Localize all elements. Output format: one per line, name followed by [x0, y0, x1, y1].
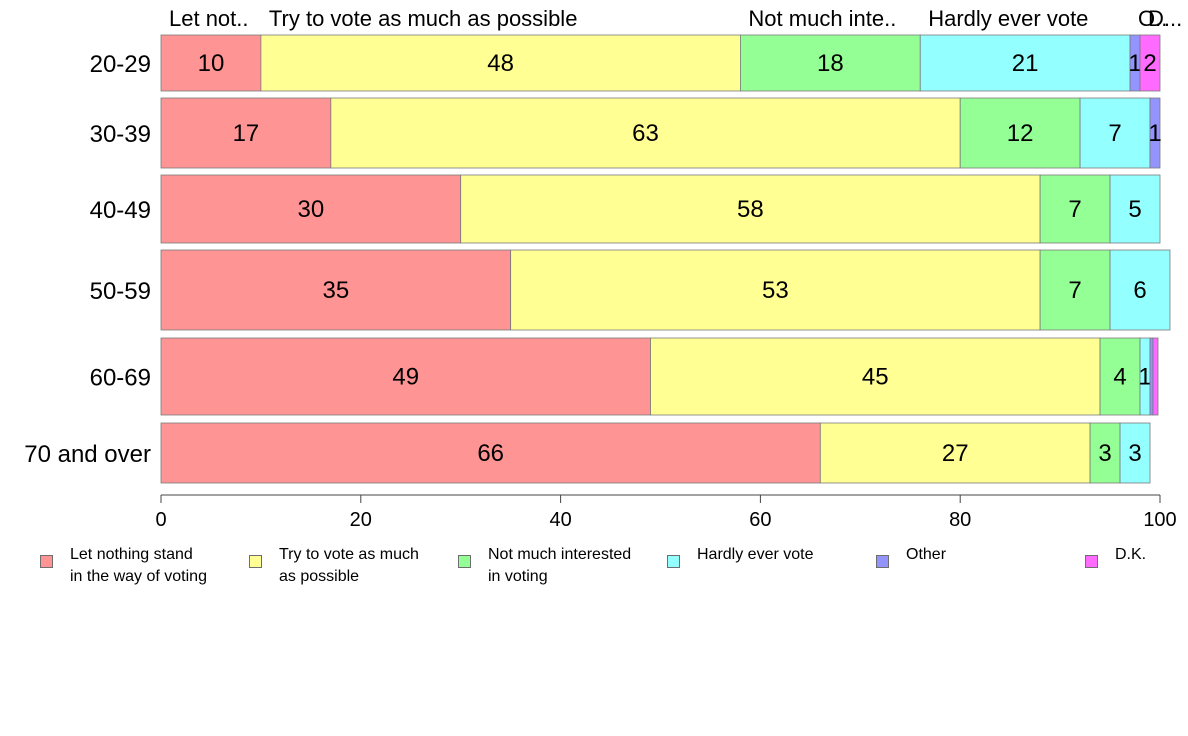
legend-item-let-nothing-stand-in-the-way-of-voting: Let nothing stand in the way of voting [40, 544, 207, 588]
legend-swatch-let-nothing-stand-in-the-way-of-voting [40, 555, 53, 568]
category-label-60-69: 60-69 [90, 365, 151, 392]
data-label-30-39-hardly-ever-vote: 7 [1108, 120, 1121, 147]
data-label-60-69-try-to-vote-as-much-as-possible: 45 [862, 364, 889, 391]
bar-50-59-hardly-ever-vote [1109, 249, 1171, 331]
data-label-20-29-d-k: 2 [1143, 50, 1156, 77]
legend: Let nothing stand in the way of voting Tr… [40, 544, 1180, 592]
bar-50-59-let-nothing-stand-in-the-way-of-voting [160, 249, 512, 331]
bar-60-69-other [1149, 337, 1154, 416]
series-header-not-much-interested-in-voting: Not much inte.. [748, 6, 896, 31]
bar-50-59-try-to-vote-as-much-as-possible [510, 249, 1041, 331]
bar-70-and-over-hardly-ever-vote [1119, 422, 1151, 484]
series-header-labels: Let not.. Try to vote as much as possible… [169, 6, 1182, 31]
data-label-70-and-over-let-nothing-stand-in-the-way-of-voting: 66 [477, 440, 504, 467]
data-label-40-49-hardly-ever-vote: 5 [1128, 196, 1141, 223]
bar-50-59-not-much-interested-in-voting [1039, 249, 1111, 331]
bar-20-29-hardly-ever-vote [919, 34, 1131, 92]
data-label-20-29-not-much-interested-in-voting: 18 [817, 50, 844, 77]
legend-swatch-not-much-interested-in-voting [458, 555, 471, 568]
data-label-40-49-not-much-interested-in-voting: 7 [1068, 196, 1081, 223]
data-label-30-39-other: 1 [1148, 120, 1161, 147]
data-label-70-and-over-not-much-interested-in-voting: 3 [1098, 440, 1111, 467]
data-label-50-59-hardly-ever-vote: 6 [1133, 277, 1146, 304]
data-label-60-69-let-nothing-stand-in-the-way-of-voting: 49 [392, 364, 419, 391]
legend-label-d-k: D.K. [1115, 546, 1147, 563]
series-header-d-k: D... [1148, 6, 1182, 31]
bar-40-49-try-to-vote-as-much-as-possible [460, 174, 1041, 244]
legend-label-not-much-interested-in-voting: Not much interested in voting [488, 546, 632, 585]
legend-item-not-much-interested-in-voting: Not much interested in voting [458, 544, 631, 588]
bar-60-69-let-nothing-stand-in-the-way-of-voting [160, 337, 651, 416]
series-header-let-nothing-stand-in-the-way-of-voting: Let not.. [169, 6, 249, 31]
category-label-20-29: 20-29 [90, 51, 151, 78]
legend-swatch-d-k [1085, 555, 1098, 568]
bar-20-29-not-much-interested-in-voting [740, 34, 921, 92]
x-axis: 0 20 40 60 80 100 [155, 494, 1177, 531]
bar-30-39-hardly-ever-vote [1079, 97, 1151, 169]
legend-item-other: Other [876, 544, 946, 568]
legend-item-try-to-vote-as-much-as-possible: Try to vote as much as possible [249, 544, 419, 588]
category-label-70-and-over: 70 and over [24, 441, 151, 468]
legend-label-try-to-vote-as-much-as-possible: Try to vote as much as possible [279, 546, 419, 585]
bar-30-39-let-nothing-stand-in-the-way-of-voting [160, 97, 332, 169]
category-labels: 20-29 30-39 40-49 50-59 60-69 70 and over [24, 51, 151, 468]
data-label-30-39-try-to-vote-as-much-as-possible: 63 [632, 120, 659, 147]
legend-label-other: Other [906, 546, 947, 563]
legend-label-let-nothing-stand-in-the-way-of-voting: Let nothing stand in the way of voting [70, 546, 207, 585]
legend-swatch-hardly-ever-vote [667, 555, 680, 568]
legend-item-hardly-ever-vote: Hardly ever vote [667, 544, 814, 568]
data-label-30-39-let-nothing-stand-in-the-way-of-voting: 17 [233, 120, 260, 147]
data-label-70-and-over-hardly-ever-vote: 3 [1128, 440, 1141, 467]
bar-30-39-try-to-vote-as-much-as-possible [330, 97, 961, 169]
x-tick-label-60: 60 [749, 509, 771, 531]
x-tick-label-80: 80 [949, 509, 971, 531]
x-tick-label-20: 20 [350, 509, 372, 531]
bar-70-and-over-try-to-vote-as-much-as-possible [819, 422, 1091, 484]
series-header-other: O.. [1138, 6, 1167, 31]
category-label-30-39: 30-39 [90, 121, 151, 148]
legend-swatch-other [876, 555, 889, 568]
series-header-hardly-ever-vote: Hardly ever vote [928, 6, 1088, 31]
data-label-20-29-try-to-vote-as-much-as-possible: 48 [487, 50, 514, 77]
series-header-try-to-vote-as-much-as-possible: Try to vote as much as possible [269, 6, 578, 31]
legend-item-d-k: D.K. [1085, 544, 1146, 568]
bar-20-29-let-nothing-stand-in-the-way-of-voting [160, 34, 262, 92]
data-label-20-29-other: 1 [1128, 50, 1141, 77]
bar-30-39-other [1149, 97, 1161, 169]
data-label-60-69-hardly-ever-vote: 1 [1138, 364, 1151, 391]
bars-group: 10 48 18 21 1 217 63 12 7 130 58 7 535 53 7 649 45 4 166 27… [160, 34, 1171, 484]
legend-label-hardly-ever-vote: Hardly ever vote [697, 546, 814, 563]
data-label-40-49-let-nothing-stand-in-the-way-of-voting: 30 [297, 196, 324, 223]
data-label-50-59-let-nothing-stand-in-the-way-of-voting: 35 [322, 277, 349, 304]
x-tick-label-100: 100 [1143, 509, 1176, 531]
data-label-30-39-not-much-interested-in-voting: 12 [1007, 120, 1034, 147]
bar-40-49-not-much-interested-in-voting [1039, 174, 1111, 244]
category-label-40-49: 40-49 [90, 197, 151, 224]
bar-40-49-let-nothing-stand-in-the-way-of-voting [160, 174, 462, 244]
bar-60-69-try-to-vote-as-much-as-possible [650, 337, 1101, 416]
x-tick-label-0: 0 [155, 509, 166, 531]
data-label-40-49-try-to-vote-as-much-as-possible: 58 [737, 196, 764, 223]
data-label-20-29-hardly-ever-vote: 21 [1012, 50, 1039, 77]
data-label-60-69-not-much-interested-in-voting: 4 [1113, 364, 1126, 391]
data-label-20-29-let-nothing-stand-in-the-way-of-voting: 10 [198, 50, 225, 77]
data-label-50-59-try-to-vote-as-much-as-possible: 53 [762, 277, 789, 304]
data-label-50-59-not-much-interested-in-voting: 7 [1068, 277, 1081, 304]
bar-60-69-d-k [1152, 337, 1159, 416]
bar-60-69-not-much-interested-in-voting [1099, 337, 1141, 416]
x-tick-label-40: 40 [549, 509, 571, 531]
bar-40-49-hardly-ever-vote [1109, 174, 1161, 244]
data-label-70-and-over-try-to-vote-as-much-as-possible: 27 [942, 440, 969, 467]
bar-20-29-d-k [1139, 34, 1161, 92]
bar-70-and-over-let-nothing-stand-in-the-way-of-voting [160, 422, 821, 484]
legend-swatch-try-to-vote-as-much-as-possible [249, 555, 262, 568]
category-label-50-59: 50-59 [90, 278, 151, 305]
bar-20-29-try-to-vote-as-much-as-possible [260, 34, 741, 92]
